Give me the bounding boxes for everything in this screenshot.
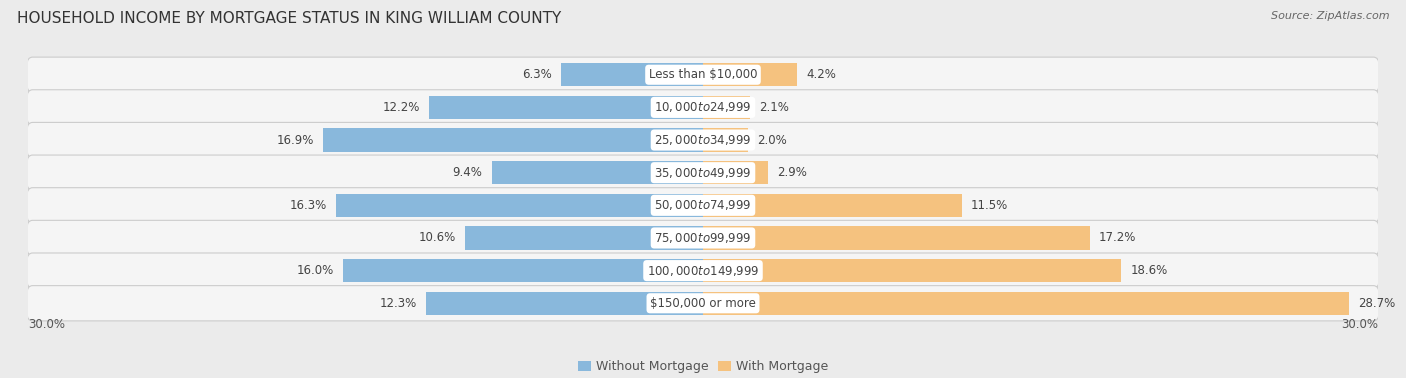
Bar	[343, 259, 703, 282]
Bar	[429, 96, 703, 119]
Bar	[426, 291, 703, 315]
Text: 30.0%: 30.0%	[28, 318, 65, 331]
Text: 17.2%: 17.2%	[1099, 231, 1136, 245]
Bar	[703, 194, 962, 217]
Bar	[336, 194, 703, 217]
Bar	[464, 226, 703, 250]
Text: 16.9%: 16.9%	[277, 133, 314, 147]
Text: $50,000 to $74,999: $50,000 to $74,999	[654, 198, 752, 212]
Text: Source: ZipAtlas.com: Source: ZipAtlas.com	[1271, 11, 1389, 21]
FancyBboxPatch shape	[27, 122, 1379, 158]
Bar	[703, 291, 1348, 315]
Text: 30.0%: 30.0%	[1341, 318, 1378, 331]
Text: 28.7%: 28.7%	[1358, 297, 1395, 310]
Text: 11.5%: 11.5%	[970, 199, 1008, 212]
Text: 12.3%: 12.3%	[380, 297, 418, 310]
Text: 2.0%: 2.0%	[756, 133, 787, 147]
Bar	[703, 226, 1090, 250]
Text: $35,000 to $49,999: $35,000 to $49,999	[654, 166, 752, 180]
Bar	[561, 63, 703, 87]
Text: 9.4%: 9.4%	[453, 166, 482, 179]
FancyBboxPatch shape	[27, 188, 1379, 223]
FancyBboxPatch shape	[27, 220, 1379, 256]
Text: $75,000 to $99,999: $75,000 to $99,999	[654, 231, 752, 245]
FancyBboxPatch shape	[27, 155, 1379, 190]
Text: 2.9%: 2.9%	[778, 166, 807, 179]
FancyBboxPatch shape	[27, 286, 1379, 321]
Text: $150,000 or more: $150,000 or more	[650, 297, 756, 310]
FancyBboxPatch shape	[27, 57, 1379, 92]
Legend: Without Mortgage, With Mortgage: Without Mortgage, With Mortgage	[574, 355, 832, 378]
Text: 18.6%: 18.6%	[1130, 264, 1167, 277]
Text: Less than $10,000: Less than $10,000	[648, 68, 758, 81]
Bar	[323, 128, 703, 152]
Bar	[703, 161, 768, 184]
Text: 4.2%: 4.2%	[807, 68, 837, 81]
Text: 10.6%: 10.6%	[419, 231, 456, 245]
Text: $10,000 to $24,999: $10,000 to $24,999	[654, 101, 752, 115]
Text: 2.1%: 2.1%	[759, 101, 789, 114]
Bar	[703, 96, 751, 119]
FancyBboxPatch shape	[27, 253, 1379, 288]
Text: 16.0%: 16.0%	[297, 264, 335, 277]
Text: $25,000 to $34,999: $25,000 to $34,999	[654, 133, 752, 147]
Text: 12.2%: 12.2%	[382, 101, 419, 114]
Text: 6.3%: 6.3%	[523, 68, 553, 81]
Bar	[703, 63, 797, 87]
FancyBboxPatch shape	[27, 90, 1379, 125]
Text: 16.3%: 16.3%	[290, 199, 328, 212]
Text: $100,000 to $149,999: $100,000 to $149,999	[647, 263, 759, 277]
Bar	[703, 128, 748, 152]
Text: HOUSEHOLD INCOME BY MORTGAGE STATUS IN KING WILLIAM COUNTY: HOUSEHOLD INCOME BY MORTGAGE STATUS IN K…	[17, 11, 561, 26]
Bar	[492, 161, 703, 184]
Bar	[703, 259, 1122, 282]
